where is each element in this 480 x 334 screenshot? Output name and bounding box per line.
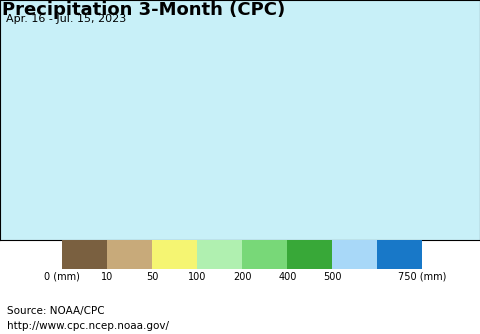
Text: 0 (mm): 0 (mm): [45, 272, 80, 282]
Text: 100: 100: [188, 272, 206, 282]
Bar: [332, 240, 377, 269]
Text: 400: 400: [278, 272, 297, 282]
Text: http://www.cpc.ncep.noaa.gov/: http://www.cpc.ncep.noaa.gov/: [7, 321, 169, 331]
Text: Source: NOAA/CPC: Source: NOAA/CPC: [7, 306, 105, 316]
Bar: [108, 240, 153, 269]
Text: Precipitation 3-Month (CPC): Precipitation 3-Month (CPC): [2, 1, 286, 19]
Bar: [62, 240, 108, 269]
Bar: [242, 240, 288, 269]
Bar: [288, 240, 332, 269]
Text: 50: 50: [146, 272, 158, 282]
Bar: [197, 240, 242, 269]
Text: 500: 500: [323, 272, 342, 282]
Bar: [377, 240, 422, 269]
Text: 750 (mm): 750 (mm): [398, 272, 446, 282]
Text: 200: 200: [233, 272, 252, 282]
Bar: [153, 240, 197, 269]
Text: 10: 10: [101, 272, 114, 282]
Text: Apr. 16 - Jul. 15, 2023: Apr. 16 - Jul. 15, 2023: [6, 14, 126, 24]
